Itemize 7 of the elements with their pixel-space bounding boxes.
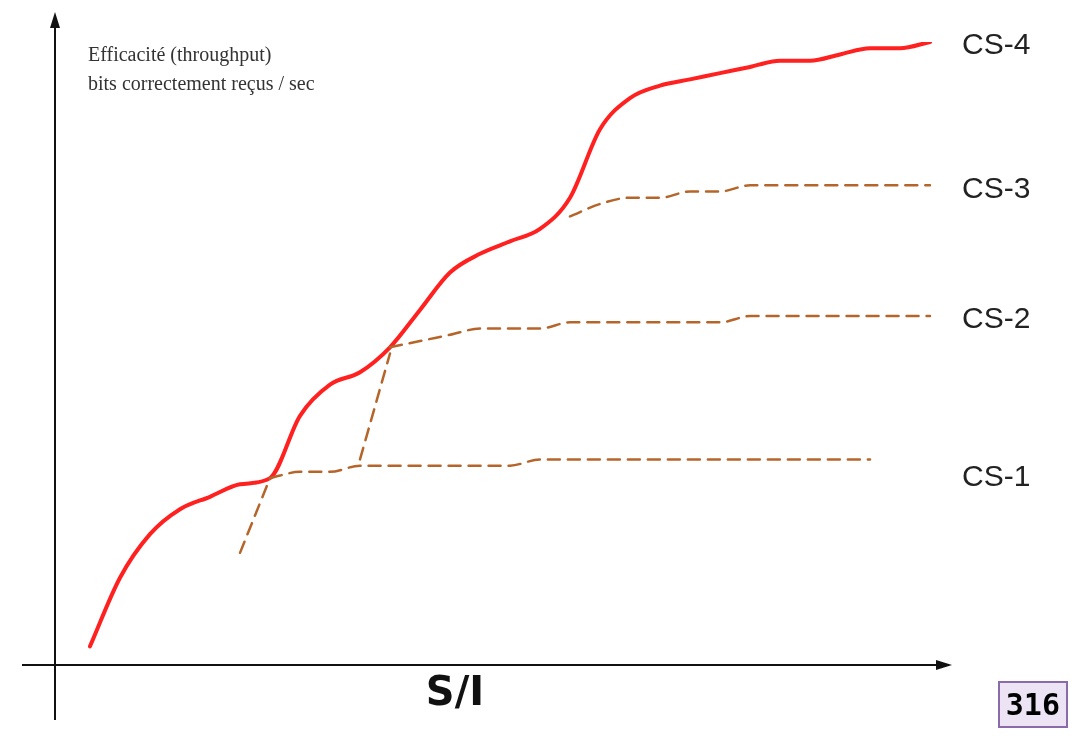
y-axis-title: Efficacité (throughput) bits correctement reçus / sec [88,42,315,97]
text: 316 [997,681,1068,728]
series-label: CS-2 [962,301,1031,335]
series-label: CS-3 [962,170,1031,204]
series-label: CS-4 [962,27,1031,61]
x-axis-title: S/I [424,668,486,714]
text: CS-1 [962,458,1031,492]
